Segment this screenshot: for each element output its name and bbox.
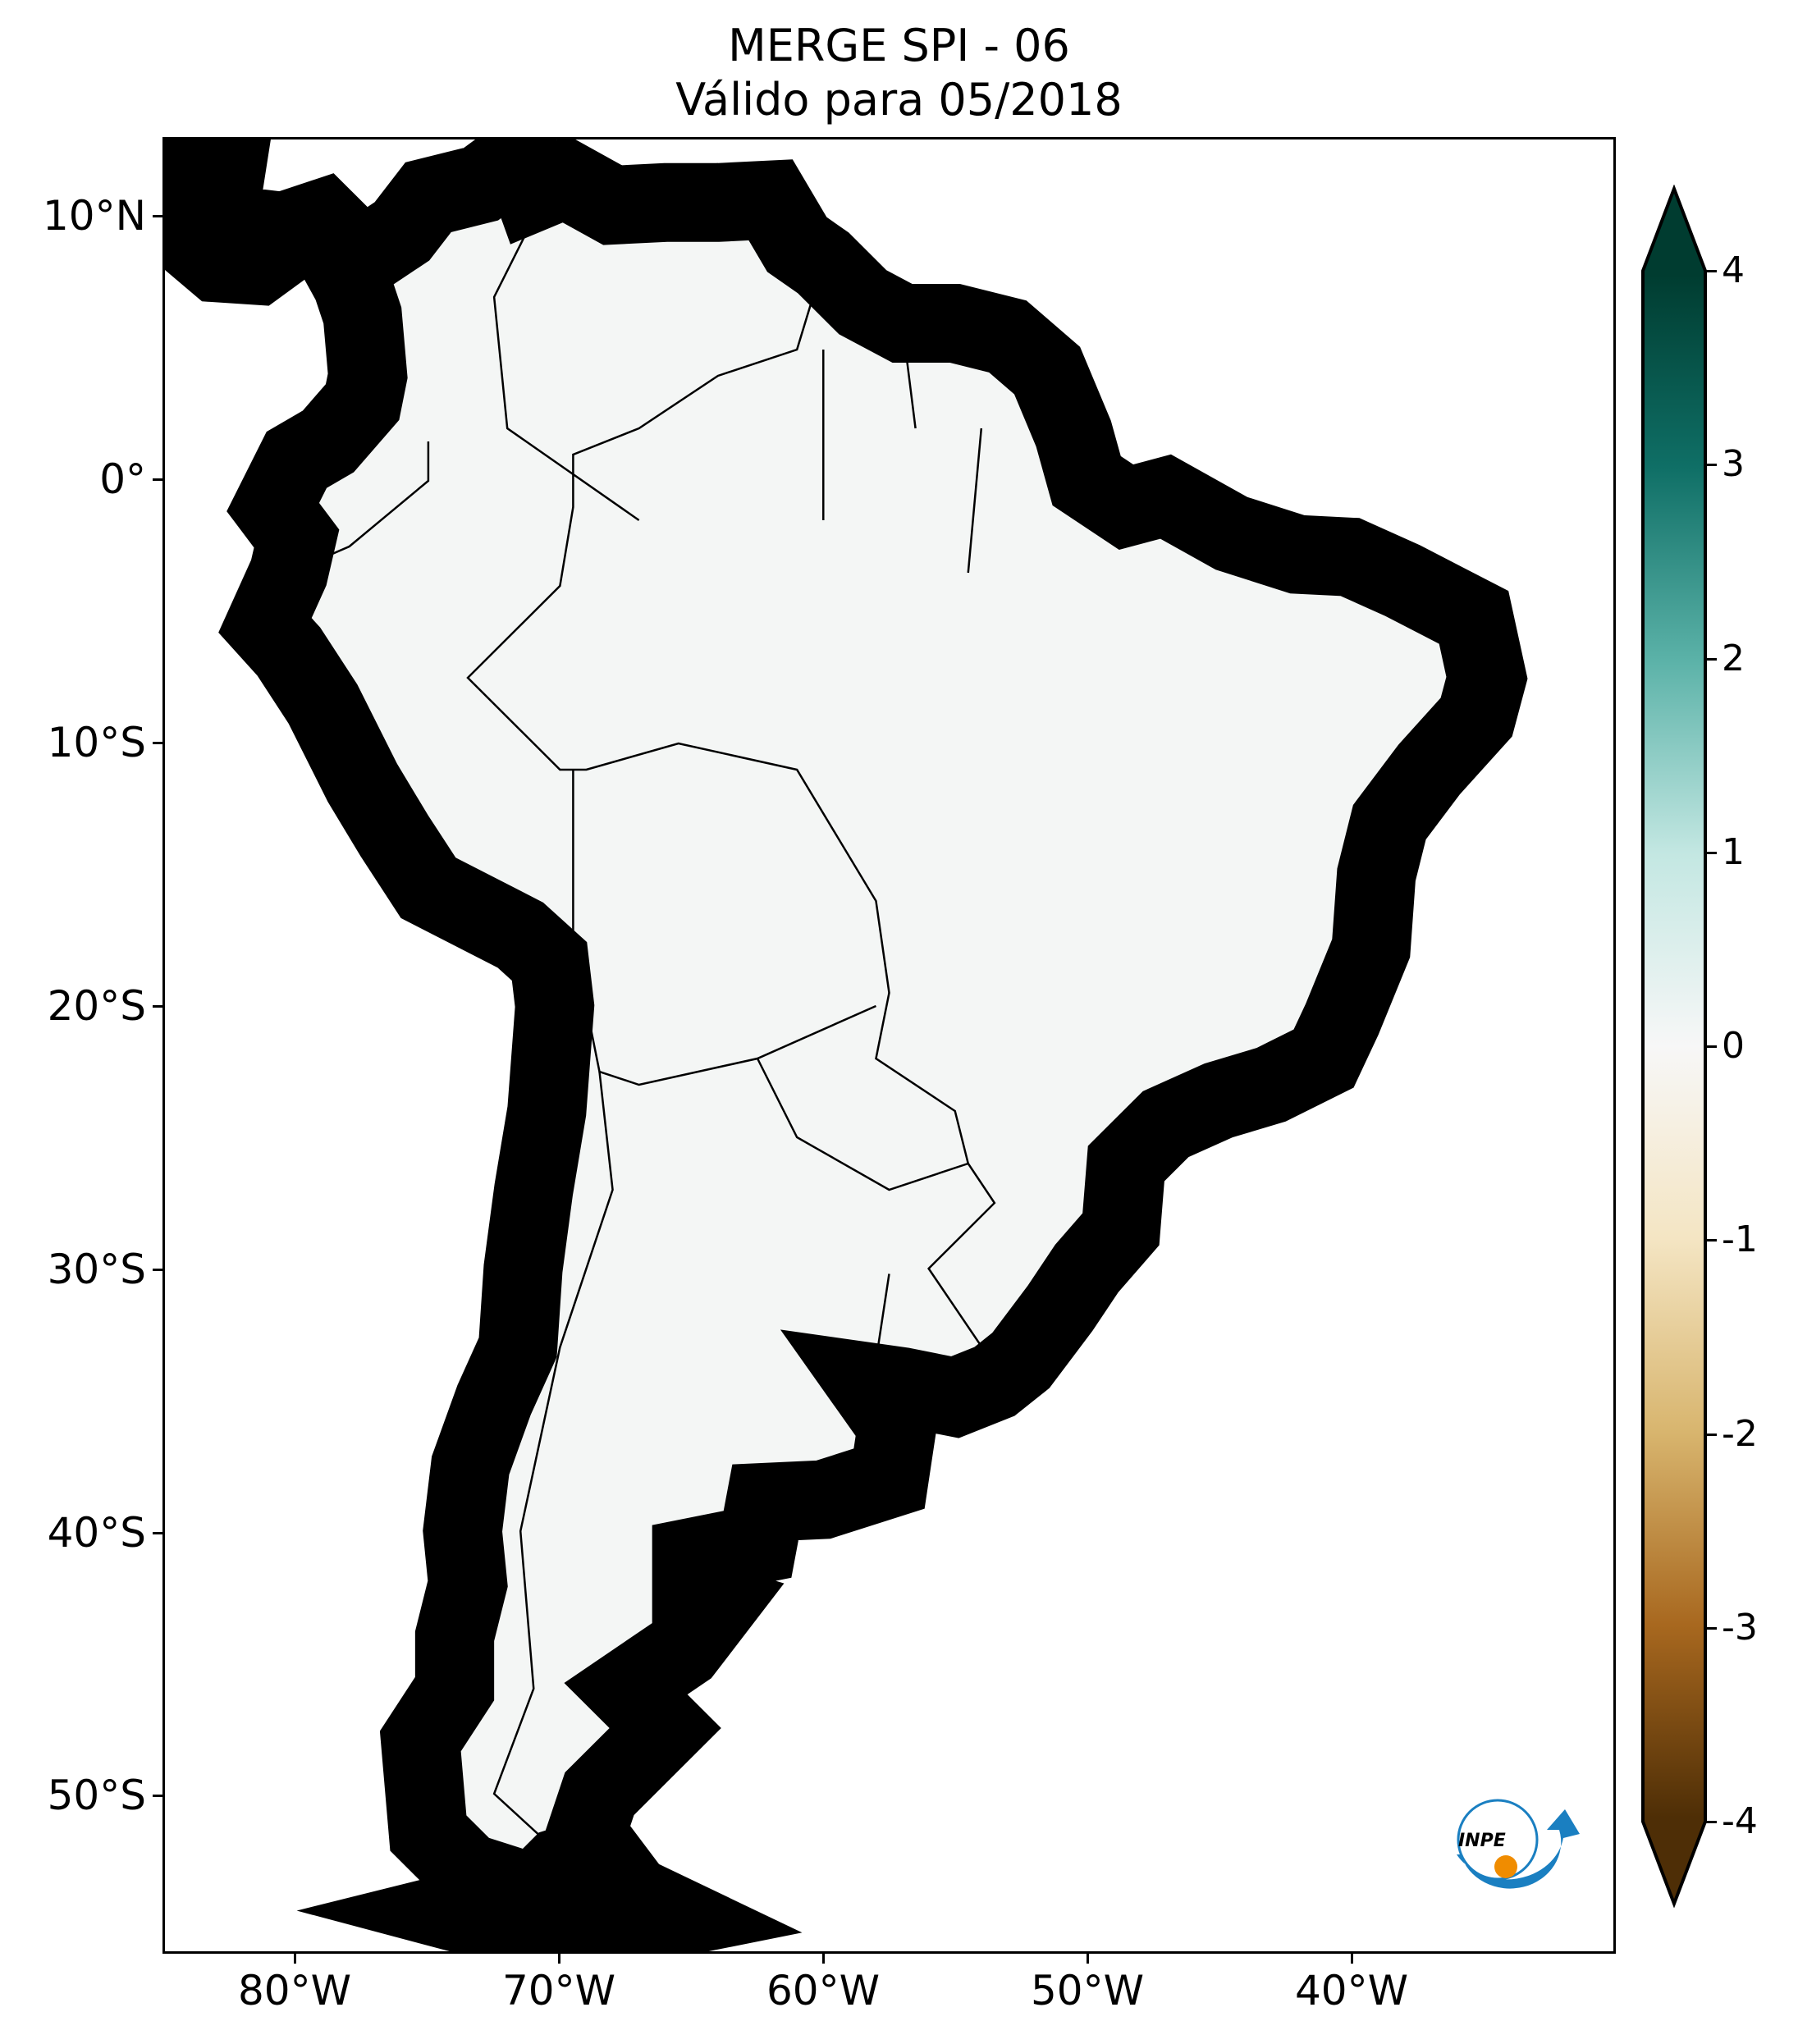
colorbar-tick	[1705, 464, 1717, 467]
x-tick	[558, 1954, 560, 1964]
y-tick-label: 10°S	[47, 719, 146, 766]
y-tick-label: 40°S	[47, 1508, 146, 1557]
colorbar-tick	[1705, 1821, 1717, 1823]
y-tick-label: 10°N	[42, 192, 146, 240]
colorbar-tick	[1705, 1239, 1717, 1242]
y-tick-label: 30°S	[47, 1245, 146, 1293]
country-borders	[289, 166, 995, 1854]
map-frame	[162, 137, 1616, 1954]
colorbar-tick	[1705, 851, 1717, 854]
x-tick-label: 70°W	[501, 1967, 616, 2014]
x-tick-label: 80°W	[237, 1967, 352, 2014]
colorbar-tick-label: -3	[1722, 1606, 1758, 1648]
y-tick	[153, 1531, 162, 1534]
colorbar-tick	[1705, 270, 1717, 272]
inpe-logo: INPE	[1457, 1799, 1580, 1889]
chart-title: MERGE SPI - 06	[728, 20, 1070, 71]
colorbar-tick	[1705, 1433, 1717, 1436]
x-tick	[1351, 1954, 1353, 1964]
y-tick-label: 50°S	[47, 1772, 146, 1820]
x-tick-label: 40°W	[1294, 1967, 1409, 2014]
y-tick	[153, 1268, 162, 1271]
y-tick	[153, 1795, 162, 1798]
colorbar-body	[1641, 185, 1707, 1908]
x-tick	[822, 1954, 825, 1964]
map	[165, 139, 1613, 1951]
y-tick	[153, 1004, 162, 1008]
colorbar-tick-label: -2	[1722, 1412, 1758, 1455]
y-tick	[153, 478, 162, 482]
colorbar-tick	[1705, 1626, 1717, 1630]
colorbar-tick-label: -1	[1722, 1219, 1758, 1261]
x-tick	[1087, 1954, 1089, 1964]
y-tick	[153, 742, 162, 744]
colorbar-tick	[1705, 1045, 1717, 1048]
colorbar-tick-label: 1	[1722, 830, 1745, 873]
x-tick-label: 60°W	[766, 1967, 881, 2014]
chart-subtitle: Válido para 05/2018	[675, 74, 1123, 126]
y-tick	[153, 215, 162, 218]
colorbar-tick-label: 0	[1722, 1025, 1745, 1067]
x-tick	[294, 1954, 296, 1964]
colorbar	[1641, 185, 1707, 1908]
logo-text: INPE	[1458, 1831, 1506, 1851]
x-tick-label: 50°W	[1030, 1967, 1145, 2014]
colorbar-tick	[1705, 657, 1717, 661]
colorbar-tick-label: -4	[1722, 1800, 1758, 1842]
colorbar-tick-label: 2	[1722, 637, 1745, 679]
y-tick-label: 0°	[99, 455, 146, 504]
colorbar-tick-label: 4	[1722, 249, 1745, 291]
colorbar-tick-label: 3	[1722, 443, 1745, 486]
y-tick-label: 20°S	[47, 981, 146, 1030]
